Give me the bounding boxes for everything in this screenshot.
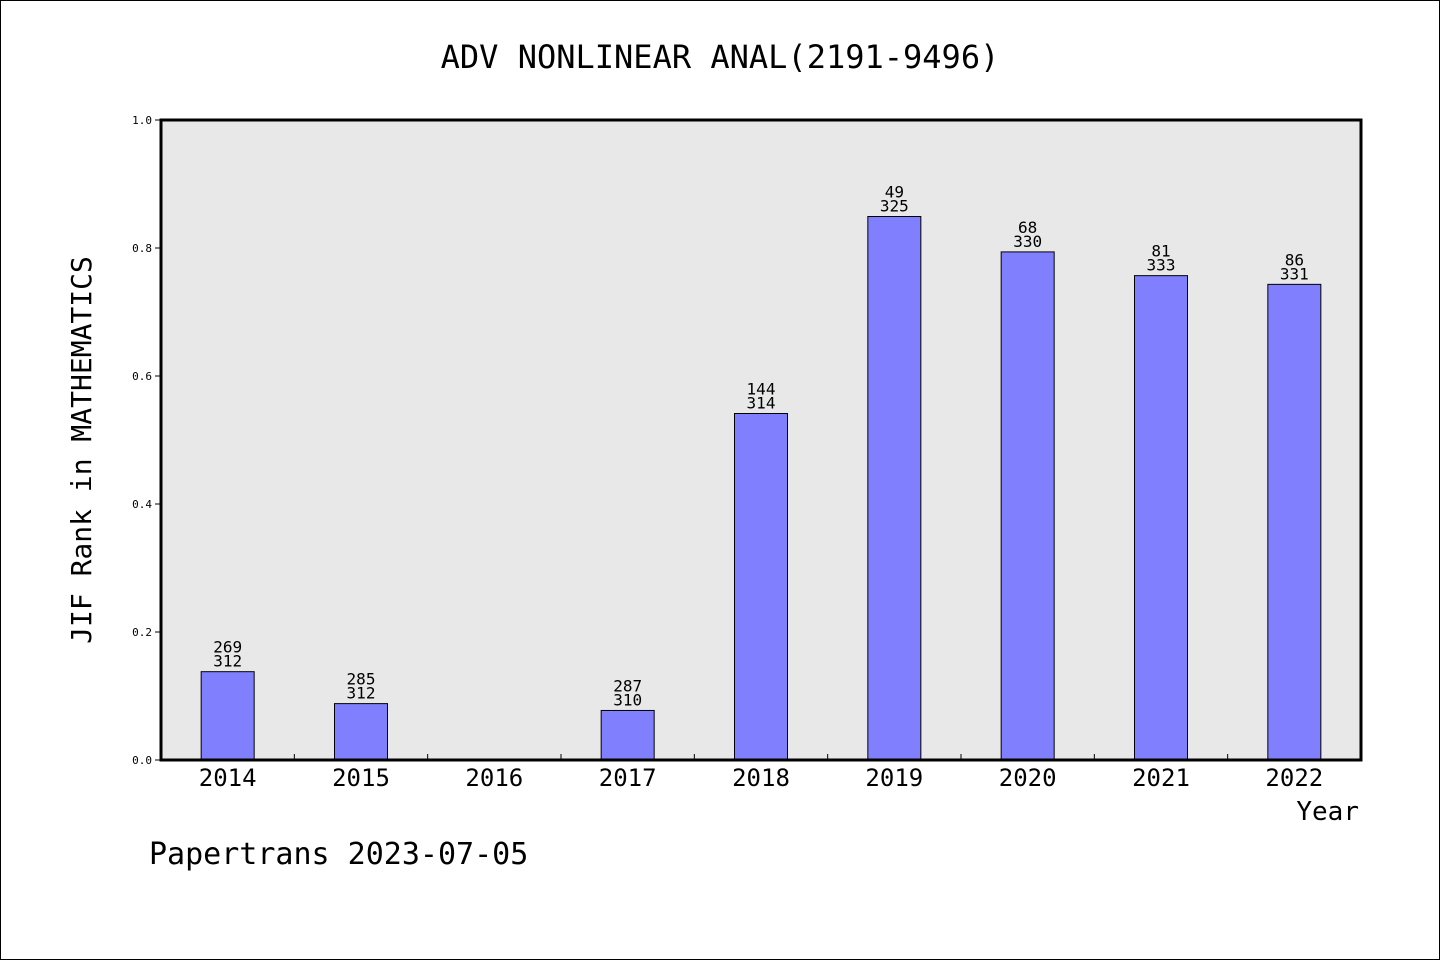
bar-2015: [334, 703, 388, 761]
footer-credit: Papertrans 2023-07-05: [149, 837, 528, 872]
bar-2021: [1134, 275, 1188, 761]
x-axis-label: Year: [1296, 797, 1359, 827]
bar-rank-label: 49: [885, 183, 904, 202]
y-tick-label: 0.2: [132, 626, 152, 639]
x-tick-label: 2020: [999, 764, 1057, 792]
x-tick-label: 2015: [332, 764, 390, 792]
bar-total-label: 325: [880, 197, 909, 216]
bar-rank-label: 81: [1151, 242, 1170, 261]
bar-rank-label: 269: [213, 638, 242, 657]
bars-layer: [200, 216, 1322, 761]
x-tick-label: 2017: [599, 764, 657, 792]
chart-title: ADV NONLINEAR ANAL(2191-9496): [441, 38, 1000, 76]
bar-2022: [1267, 283, 1322, 761]
bar-2020: [1000, 251, 1055, 761]
axis-layer: 0.0 0.2 0.4 0.6 0.8 1.0 2014 2015 2016 2017 2018 20…: [132, 114, 1323, 792]
y-tick-label: 0.8: [132, 242, 152, 255]
bar-2018: [734, 413, 788, 761]
bar-total-label: 312: [213, 652, 242, 671]
bar-2014: [200, 671, 255, 761]
bar-rank-label: 86: [1285, 250, 1304, 269]
bar-2019: [867, 216, 922, 761]
bar-rank-label: 68: [1018, 218, 1037, 237]
y-axis-label: JIF Rank in MATHEMATICS: [65, 256, 98, 644]
y-tick-label: 0.6: [132, 370, 152, 383]
bar-total-label: 312: [347, 684, 376, 703]
bar-total-label: 330: [1013, 232, 1042, 251]
bar-total-label: 310: [613, 690, 642, 709]
x-tick-label: 2014: [199, 764, 257, 792]
bar-2017: [600, 709, 655, 761]
y-tick-label: 0.4: [132, 498, 152, 511]
bar-rank-label: 285: [347, 670, 376, 689]
x-tick-label: 2018: [732, 764, 790, 792]
bar-total-label: 331: [1280, 264, 1309, 283]
x-tick-label: 2016: [465, 764, 523, 792]
x-tick-label: 2021: [1132, 764, 1190, 792]
bar-total-label: 333: [1147, 256, 1176, 275]
y-tick-label: 0.0: [132, 754, 152, 767]
y-tick-label: 1.0: [132, 114, 152, 127]
x-tick-label: 2022: [1265, 764, 1323, 792]
x-tick-label: 2019: [865, 764, 923, 792]
plot-border: [159, 118, 1363, 762]
bar-total-label: 314: [747, 394, 776, 413]
bar-rank-label: 144: [747, 380, 776, 399]
bar-rank-label: 287: [613, 676, 642, 695]
